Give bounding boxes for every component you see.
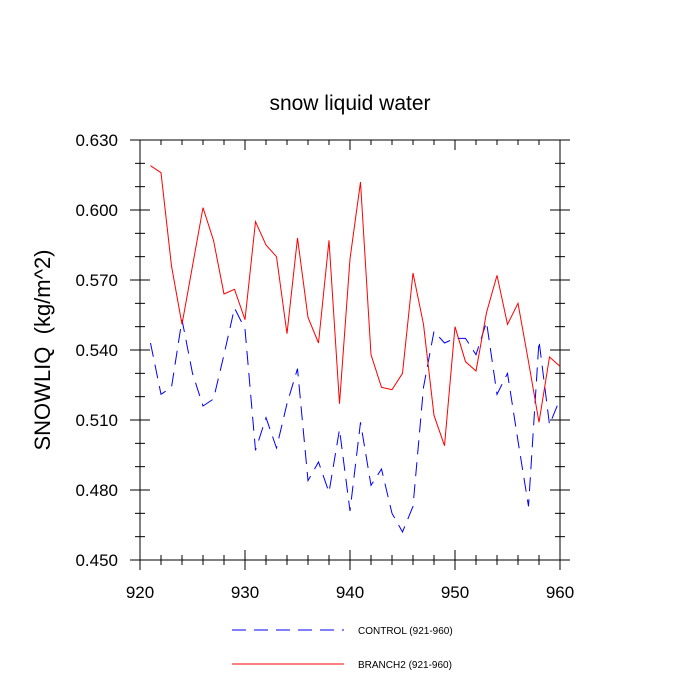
x-tick-label: 940 bbox=[336, 583, 364, 602]
chart-title: snow liquid water bbox=[269, 92, 430, 115]
legend: CONTROL (921-960) BRANCH2 (921-960) bbox=[232, 626, 453, 671]
y-tick-label: 0.480 bbox=[75, 481, 118, 500]
y-tick-label: 0.510 bbox=[75, 411, 118, 430]
x-tick-label: 930 bbox=[231, 583, 259, 602]
x-tick-labels: 920 930 940 950 960 bbox=[126, 583, 574, 602]
y-axis-label: SNOWLIQ (kg/m^2) bbox=[30, 249, 55, 450]
series-line-branch2 bbox=[150, 165, 561, 446]
y-tick-label: 0.600 bbox=[75, 201, 118, 220]
major-ticks bbox=[130, 139, 570, 570]
minor-ticks bbox=[135, 140, 565, 565]
legend-label-control: CONTROL (921-960) bbox=[358, 626, 453, 637]
series-line-control bbox=[150, 306, 561, 534]
y-tick-label: 0.540 bbox=[75, 341, 118, 360]
series-lines bbox=[150, 165, 561, 534]
y-tick-label: 0.630 bbox=[75, 131, 118, 150]
y-tick-labels: 0.450 0.480 0.510 0.540 0.570 0.600 0.630 bbox=[75, 131, 118, 570]
y-tick-label: 0.450 bbox=[75, 551, 118, 570]
x-tick-label: 960 bbox=[546, 583, 574, 602]
plot-frame bbox=[139, 139, 561, 561]
x-tick-label: 920 bbox=[126, 583, 154, 602]
y-tick-label: 0.570 bbox=[75, 271, 118, 290]
x-tick-label: 950 bbox=[441, 583, 469, 602]
legend-label-branch2: BRANCH2 (921-960) bbox=[358, 660, 452, 671]
